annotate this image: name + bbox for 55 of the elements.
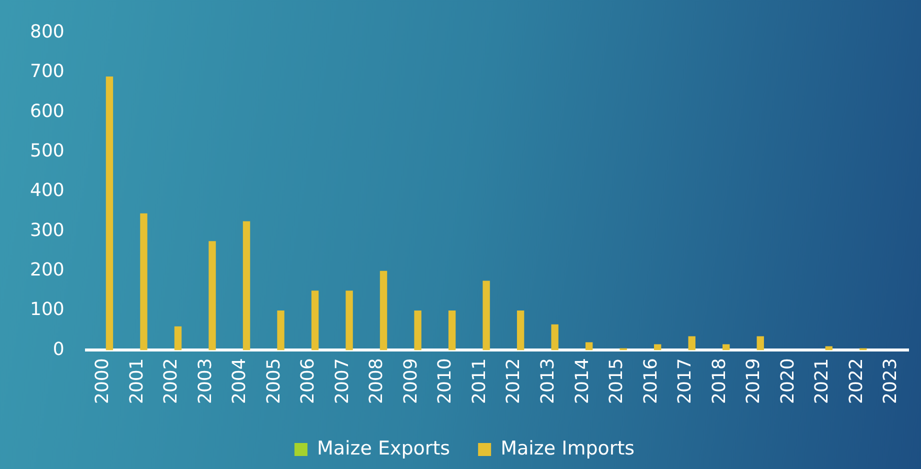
bar [208, 241, 216, 350]
y-tick-label: 200 [30, 260, 64, 281]
x-tick-label: 2004 [229, 358, 250, 404]
x-tick-label: 2013 [538, 358, 558, 404]
x-tick-label: 2008 [366, 358, 388, 404]
y-tick-label: 400 [30, 180, 64, 202]
x-tick-label: 2018 [708, 358, 730, 404]
bar [174, 326, 182, 350]
bar [242, 221, 250, 350]
x-tick-label: 2007 [332, 358, 353, 404]
x-tick-label: 2003 [194, 358, 216, 404]
bar [140, 213, 148, 350]
y-tick-label: 800 [30, 21, 64, 42]
bar [551, 324, 558, 350]
legend-label: Maize Exports [316, 437, 450, 460]
bar [688, 336, 696, 350]
bar [414, 310, 422, 350]
x-tick-label: 2006 [298, 358, 319, 404]
bar [654, 344, 662, 350]
bar [311, 290, 319, 350]
bar [448, 310, 456, 350]
x-tick-label: 2021 [812, 358, 833, 404]
x-tick-label: 2023 [880, 358, 902, 404]
bar [106, 76, 114, 350]
x-tick-label: 2000 [92, 358, 114, 404]
x-tick-label: 2020 [777, 358, 798, 404]
x-tick-label: 2012 [503, 358, 524, 404]
y-tick-label: 600 [30, 100, 64, 122]
x-tick-label: 2022 [846, 358, 867, 404]
x-tick-label: 2001 [126, 358, 148, 404]
bar [346, 290, 353, 350]
x-tick-label: 2017 [674, 358, 696, 404]
y-tick-label: 700 [30, 61, 64, 82]
y-tick-label: 500 [30, 140, 64, 162]
x-tick-label: 2005 [263, 358, 284, 404]
x-tick-label: 2014 [572, 358, 593, 404]
bar [825, 346, 832, 350]
bar [756, 336, 764, 350]
x-tick-label: 2016 [640, 358, 662, 404]
x-tick-label: 2015 [606, 358, 628, 404]
bar [516, 310, 524, 350]
bar [380, 270, 388, 350]
y-tick-label: 300 [30, 220, 64, 241]
x-tick-label: 2009 [400, 358, 422, 404]
bar [482, 280, 490, 350]
bar [722, 344, 730, 350]
bar [277, 310, 284, 350]
x-tick-label: 2011 [468, 358, 490, 404]
legend-label: Maize Imports [500, 437, 635, 460]
y-tick-label: 100 [30, 299, 64, 320]
x-tick-label: 2010 [434, 358, 456, 404]
x-tick-label: 2002 [160, 358, 182, 404]
x-tick-label: 2019 [743, 358, 764, 404]
y-tick-label: 0 [52, 338, 64, 360]
bar [585, 342, 593, 350]
